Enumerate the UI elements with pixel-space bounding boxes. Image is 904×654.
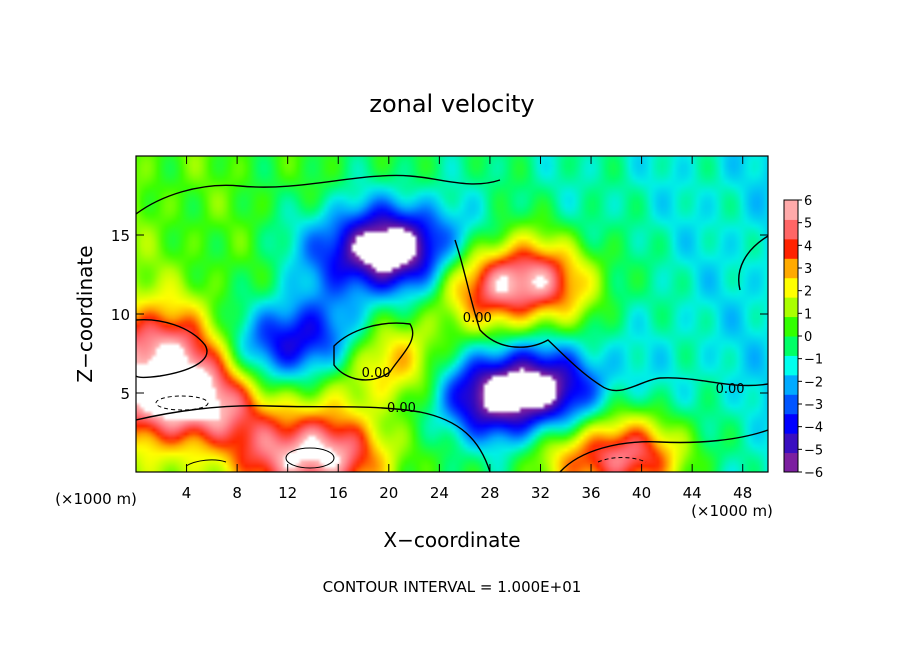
colorbar-tick-label: −6 — [804, 466, 823, 481]
colorbar-swatch — [784, 374, 798, 395]
colorbar-swatch — [784, 238, 798, 259]
x-tick-label: 12 — [278, 484, 297, 502]
chart-title: zonal velocity — [369, 90, 534, 118]
colorbar-tick-label: −3 — [804, 398, 823, 413]
zero-contour-mid-left — [136, 319, 208, 379]
colorbar-tick-label: −5 — [804, 443, 823, 458]
contour-labels: 0.00 0.00 0.00 0.00 — [362, 311, 745, 416]
x-unit-right: (×1000 m) — [691, 502, 773, 520]
colorbar-tick-label: −4 — [804, 421, 823, 436]
y-axis-ticks: 5 10 15 — [111, 227, 768, 403]
y-axis-label: Z−coordinate — [73, 245, 97, 382]
x-tick-label: 20 — [379, 484, 398, 502]
colorbar-swatch — [784, 316, 798, 337]
contour-label: 0.00 — [716, 382, 745, 397]
pos-contour-bottom-1 — [285, 447, 335, 469]
zero-contour-upper — [136, 174, 501, 215]
x-tick-label: 24 — [430, 484, 449, 502]
pos-contour-bottom-2 — [185, 459, 227, 467]
colorbar-tick-label: 4 — [804, 239, 812, 254]
x-tick-label: 32 — [531, 484, 550, 502]
x-tick-label: 48 — [733, 484, 752, 502]
colorbar-swatch — [784, 433, 798, 454]
colorbar-tick-label: −2 — [804, 375, 823, 390]
colorbar-swatch — [784, 413, 798, 434]
colorbar-swatch — [784, 452, 798, 473]
heatmap-image — [136, 156, 768, 472]
colorbar-swatch — [784, 200, 798, 220]
x-tick-label: 4 — [182, 484, 192, 502]
heatmap-field — [136, 156, 768, 472]
contour-label: 0.00 — [463, 311, 492, 326]
colorbar-tick-label: 1 — [804, 307, 812, 322]
x-tick-label: 36 — [581, 484, 600, 502]
colorbar-swatch — [784, 336, 798, 356]
x-tick-label: 8 — [232, 484, 242, 502]
zero-contour-lower — [136, 405, 491, 472]
x-tick-label: 44 — [683, 484, 702, 502]
contour-label: 0.00 — [362, 366, 391, 381]
x-tick-label: 28 — [480, 484, 499, 502]
colorbar-tick-label: 0 — [804, 330, 812, 345]
x-axis-ticks: 4 8 12 16 20 24 28 32 36 40 44 48 — [182, 156, 752, 502]
colorbar-swatch — [784, 258, 798, 279]
contour-interval-note: CONTOUR INTERVAL = 1.000E+01 — [323, 578, 582, 596]
x-tick-label: 16 — [329, 484, 348, 502]
colorbar-tick-label: 3 — [804, 262, 812, 277]
colorbar: 6 5 4 3 2 1 0 −1 −2 −3 −4 −5 −6 — [783, 194, 823, 481]
zero-contour-center-right — [454, 239, 768, 392]
neg-contour-left — [155, 395, 209, 411]
contour-label: 0.00 — [387, 401, 416, 416]
x-tick-label: 40 — [632, 484, 651, 502]
colorbar-tick-label: −1 — [804, 353, 823, 368]
zero-contour-lower-right — [559, 429, 768, 472]
colorbar-swatch — [784, 219, 798, 240]
colorbar-swatch — [784, 355, 798, 376]
y-tick-label: 5 — [120, 385, 130, 403]
colorbar-tick-label: 2 — [804, 285, 812, 300]
neg-contour-bottom-right — [597, 457, 647, 463]
y-tick-label: 10 — [111, 306, 130, 324]
y-tick-label: 15 — [111, 227, 130, 245]
x-axis-label: X−coordinate — [383, 528, 520, 552]
colorbar-swatch — [784, 297, 798, 318]
zero-contour-center-blob — [333, 322, 414, 381]
colorbar-tick-label: 6 — [804, 194, 812, 209]
x-unit-left: (×1000 m) — [55, 490, 137, 508]
zero-contour-right — [738, 235, 768, 291]
colorbar-tick-label: 5 — [804, 217, 812, 232]
colorbar-swatch — [784, 277, 798, 298]
colorbar-swatch — [784, 394, 798, 415]
